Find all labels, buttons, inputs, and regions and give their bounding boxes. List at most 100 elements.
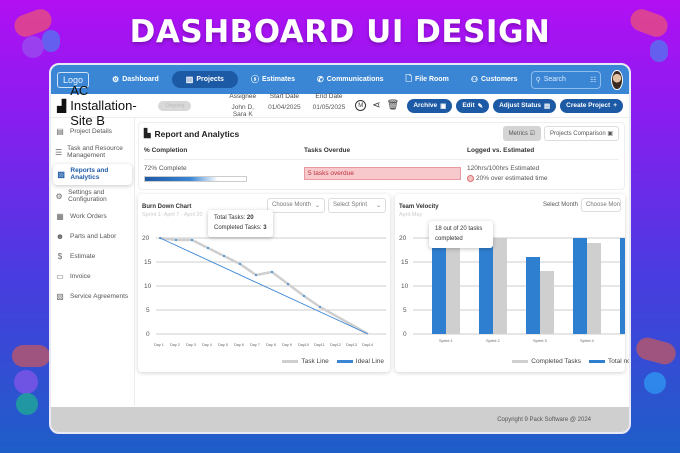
filter-icon[interactable]: ☷ [590,76,597,84]
legend-label: Ideal Line [355,358,384,365]
decor-shape [42,30,60,52]
nav-label: Dashboard [122,76,159,83]
list-icon: ☰ [55,147,63,157]
sidebar-item-estimate[interactable]: $ Estimate [51,247,134,267]
sidebar-item-project-details[interactable]: ▤ Project Details [51,122,134,142]
decor-shape [14,370,38,394]
svg-text:15: 15 [144,259,152,266]
sidebar-item-settings[interactable]: ⚙ Settings and Configuration [51,186,134,207]
sidebar-item-invoice[interactable]: ▭ Invoice [51,267,134,287]
project-title: ▟ AC Installation-Site B Ongoing [57,83,192,128]
edit-button[interactable]: Edit ✎ [456,98,490,113]
legend-task-line: Task Line [282,358,329,365]
work-orders-icon: ▦ [56,212,64,222]
invoice-icon: ▭ [56,272,64,282]
share-icon[interactable]: ⋖ [372,100,381,111]
sprint-select[interactable]: Select Sprint ⌄ [328,198,386,213]
button-label: Create Project [566,102,611,109]
meta-end-date: End Date 01/05/2025 [313,93,346,118]
button-label: Edit [462,102,475,109]
warning-icon [467,175,474,182]
velocity-plot: 20 15 10 5 0 Sprint 1 Sprint 2 Sprint 3 Sprin… [399,235,625,343]
nav-label: Projects [196,76,224,83]
analytics-icon: ▨ [57,169,65,179]
chart-filters: Choose Month ⌄ Select Sprint ⌄ [267,198,386,213]
plus-icon: + [613,102,617,109]
sidebar-item-parts-labor[interactable]: ☻ Parts and Labor [51,227,134,247]
avatar[interactable] [611,69,623,90]
sidebar-item-label: Estimate [70,253,96,261]
nav-file-room[interactable]: 🗋 File Room [397,69,458,91]
decor-shape [12,345,50,367]
tab-metrics[interactable]: Metrics ☑ [502,126,541,141]
svg-text:Day 1: Day 1 [154,343,164,347]
search-placeholder: Search [543,76,566,83]
burndown-tooltip: Total Tasks: 20 Completed Tasks: 3 [208,210,273,238]
sidebar-item-label: Invoice [70,273,91,281]
tab-projects-comparison[interactable]: Projects Comparison ▣ [543,126,619,141]
nav-label: Customers [480,76,518,83]
sidebar-item-reports[interactable]: ▨ Reports and Analytics [53,163,132,185]
meta-start-date: Start Date 01/04/2025 [268,93,301,118]
projects-icon: ▥ [185,75,194,84]
report-title: ▙ Report and Analytics [144,128,239,139]
nav-communications[interactable]: ✆ Communications [308,71,393,88]
svg-text:5: 5 [403,307,407,314]
svg-text:Day 5: Day 5 [218,343,228,347]
meta-label: Assignee [229,93,257,100]
adjust-status-button[interactable]: Adjust Status ▤ [493,98,557,113]
tooltip-total: Total Tasks: 20 [214,214,267,224]
select-value: Select Sprint [333,202,368,208]
nav-customers[interactable]: ⚇ Customers [462,71,527,88]
worker-icon: ☻ [55,232,65,242]
over-estimate: 20% over estimated time [467,175,619,182]
svg-text:Day 8: Day 8 [266,343,276,347]
button-label: Archive [413,102,438,109]
nav-dashboard[interactable]: ⚙ Dashboard [103,71,168,88]
pencil-icon: ✎ [477,102,484,110]
nav-estimates[interactable]: ⓢ Estimates [242,70,304,89]
search-input[interactable]: ⚲ Search ☷ [530,70,602,89]
svg-text:Day11: Day11 [314,343,325,347]
decor-shape [644,372,666,394]
select-value: Choose Month [272,202,312,208]
archive-button[interactable]: Archive ▣ [407,98,453,113]
create-project-button[interactable]: Create Project + [560,98,623,113]
month-select[interactable]: Choose Month [581,198,621,212]
tab-label: Metrics [508,131,528,137]
icon-actions: M ⋖ 🗑 [355,100,399,111]
legend-completed: Completed Tasks [512,358,581,365]
charts-row: Burn Down Chart Sprint 1: April 7 - Apri… [138,194,629,372]
trash-icon[interactable]: 🗑 [386,100,400,111]
dollar-icon: $ [57,252,63,262]
metrics-table: % Completion Tasks Overdue Logged vs. Es… [144,147,619,182]
bar-chart-icon: ▟ [57,98,67,113]
month-select[interactable]: Choose Month ⌄ [267,198,325,213]
tooltip-value: 3 [263,224,267,231]
svg-text:15: 15 [401,259,409,266]
sidebar-item-work-orders[interactable]: ▦ Work Orders [51,207,134,227]
project-header: ▟ AC Installation-Site B Ongoing Assigne… [51,83,629,128]
logo[interactable]: Logo [57,71,90,88]
sidebar-item-task-resource[interactable]: ☰ Task and Resource Management [51,142,134,163]
app-window: Logo ⚙ Dashboard ▥ Projects ⓢ Estimates ✆ Co… [49,63,631,434]
nav-label: File Room [414,76,449,83]
completion-cell: 72% Complete [144,160,304,182]
logged-text: 120hrs/100hrs Estimated [467,165,540,172]
svg-text:0: 0 [403,331,407,338]
meta-assignee: Assignee John D, Sara K [229,93,256,118]
nav-projects[interactable]: ▥ Projects [171,71,238,88]
customers-icon: ⚇ [470,75,478,84]
copyright-text: Copyright 9 Pack Software @ 2024 [497,416,591,423]
dashboard-icon: ⚙ [112,75,120,84]
report-header: ▙ Report and Analytics Metrics ☑ Projects… [144,126,619,141]
tooltip-label: Completed Tasks: [214,224,262,231]
legend-label: Completed Tasks [531,358,581,365]
overdue-badge: 5 tasks overdue [304,167,461,180]
velocity-tooltip: 18 out of 20 tasks completed [429,221,493,249]
burndown-chart: Burn Down Chart Sprint 1: April 7 - Apri… [138,194,390,372]
sidebar-item-service-agreements[interactable]: ▧ Service Agreements [51,287,134,307]
m-circle-icon[interactable]: M [355,100,367,111]
meta-value: 01/04/2025 [268,104,301,111]
content-area: ▤ Project Details ☰ Task and Resource Mana… [51,118,629,406]
